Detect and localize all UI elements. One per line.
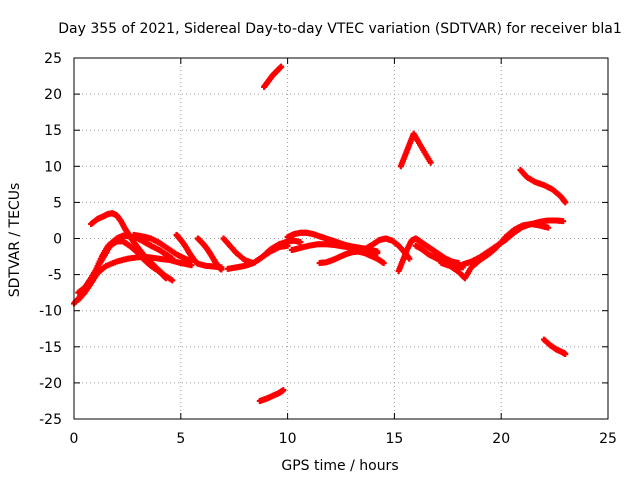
y-axis-label: SDTVAR / TECUs [7,183,23,298]
series-arc-10 [261,63,285,90]
y-tick-label: -15 [39,340,62,356]
data-point [218,266,225,273]
x-axis-label: GPS time / hours [281,458,398,474]
data-point [406,255,413,262]
series-arc-7 [194,235,225,273]
x-tick-label: 15 [385,431,403,447]
y-tick-label: 25 [44,51,62,67]
y-tick-label: 0 [53,232,62,248]
y-tick-label: -10 [39,304,62,320]
data-series [71,63,569,404]
chart-title: Day 355 of 2021, Sidereal Day-to-day VTE… [58,21,621,37]
y-tick-label: 20 [44,87,62,103]
x-tick-label: 25 [599,431,617,447]
series-arc-21 [517,166,569,206]
series-arc-19 [438,221,552,282]
data-point [562,199,569,206]
y-tick-label: 15 [44,123,62,139]
series-arc-5 [130,231,195,265]
series-arc-17 [397,130,434,170]
series-arc-18 [412,242,466,271]
series-arc-3 [88,210,176,284]
y-tick-label: 10 [44,159,62,175]
x-tick-label: 20 [492,431,510,447]
data-point [297,239,304,246]
series-arc-14 [316,248,387,267]
data-point [380,260,387,267]
axis-ticks: 0 5 10 15 20 25 -25 -20 -15 -10 -5 0 5 10 15 20 25 [39,51,617,447]
series-arc-22 [540,336,569,358]
data-point [560,218,567,225]
y-tick-label: 5 [53,195,62,211]
series-arc-15 [361,235,413,262]
series-arc-11 [256,387,287,404]
data-point [278,63,285,70]
data-point [562,351,569,358]
x-tick-label: 10 [279,431,297,447]
series-arc-4 [75,254,195,303]
series-arc-9 [224,242,291,272]
data-point [284,242,291,249]
y-tick-label: -5 [48,268,62,284]
data-point [280,387,287,394]
data-point [545,224,552,231]
x-tick-label: 5 [176,431,185,447]
y-tick-label: -25 [39,412,62,428]
data-point [169,277,176,284]
x-tick-label: 0 [70,431,79,447]
data-point [374,249,381,256]
data-point [427,159,434,166]
y-tick-label: -20 [39,376,62,392]
series-arc-20 [459,217,567,268]
